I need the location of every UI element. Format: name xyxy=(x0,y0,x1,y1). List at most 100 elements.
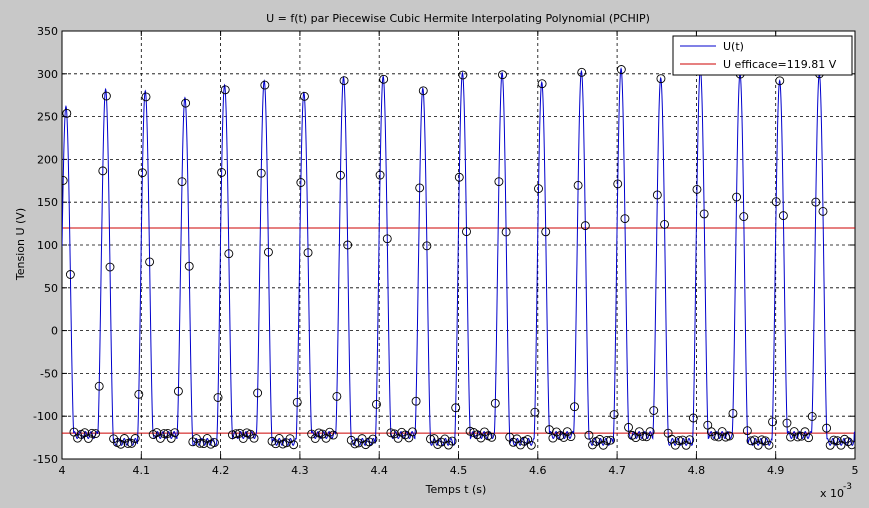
sample-marker xyxy=(782,418,792,428)
sample-marker xyxy=(426,434,435,444)
sample-marker xyxy=(303,248,313,258)
sample-marker xyxy=(101,91,111,101)
sample-marker xyxy=(62,108,72,118)
sample-marker xyxy=(606,435,615,445)
y-tick-label: 150 xyxy=(37,196,58,209)
sample-marker xyxy=(181,98,191,108)
x-tick-label: 4.2 xyxy=(212,464,230,477)
y-tick-label: 0 xyxy=(51,325,58,338)
sample-marker xyxy=(415,183,425,193)
x-tick-label: 4.7 xyxy=(608,464,626,477)
legend-box xyxy=(672,35,853,76)
legend-label-signal: U(t) xyxy=(723,40,744,53)
sample-marker xyxy=(688,413,698,423)
sample-marker xyxy=(278,439,288,449)
sample-marker xyxy=(487,432,497,442)
sample-marker xyxy=(87,428,97,438)
sample-marker xyxy=(386,428,396,438)
sample-marker xyxy=(253,388,263,398)
sample-marker xyxy=(638,431,648,441)
sample-marker xyxy=(534,184,543,194)
sample-marker xyxy=(570,402,579,412)
sample-marker xyxy=(217,167,227,177)
sample-marker xyxy=(728,408,738,418)
sample-marker xyxy=(818,206,828,216)
sample-marker xyxy=(170,428,180,438)
sample-marker xyxy=(498,70,507,80)
sample-marker xyxy=(418,86,428,96)
y-tick-label: 250 xyxy=(37,111,58,124)
chart-title: U = f(t) par Piecewise Cubic Hermite Int… xyxy=(266,12,650,25)
x-multiplier-label: x 10 xyxy=(820,487,844,500)
sample-marker xyxy=(526,440,536,450)
sample-marker xyxy=(195,438,205,448)
y-tick-label: 100 xyxy=(37,239,58,252)
sample-marker xyxy=(656,74,666,84)
sample-marker xyxy=(584,430,594,440)
sample-marker xyxy=(530,407,540,417)
sample-marker xyxy=(145,257,155,267)
sample-marker xyxy=(649,406,659,415)
sample-marker xyxy=(137,168,147,178)
sample-marker xyxy=(771,197,781,207)
sample-marker xyxy=(213,393,223,402)
sample-marker xyxy=(339,76,349,86)
signal-line xyxy=(62,67,855,446)
x-tick-label: 4.8 xyxy=(688,464,706,477)
sample-marker xyxy=(249,433,259,443)
sample-marker xyxy=(807,412,817,421)
sample-marker xyxy=(724,431,734,441)
sample-marker xyxy=(141,92,151,102)
sample-marker xyxy=(616,65,626,74)
sample-marker xyxy=(732,192,742,202)
sample-marker xyxy=(462,227,471,237)
sample-marker xyxy=(620,214,630,224)
sample-marker xyxy=(757,435,767,445)
sample-marker xyxy=(379,74,389,84)
sample-marker xyxy=(224,249,234,259)
y-tick-label: -50 xyxy=(40,367,58,380)
sample-markers xyxy=(62,65,855,450)
sample-marker xyxy=(685,435,695,445)
sample-marker xyxy=(62,176,68,185)
sample-marker xyxy=(94,381,104,391)
sample-marker xyxy=(811,197,821,207)
sample-marker xyxy=(98,166,108,176)
sample-marker xyxy=(343,240,353,250)
sample-marker xyxy=(829,435,839,445)
sample-marker xyxy=(130,434,140,443)
sample-marker xyxy=(328,430,338,440)
sample-marker xyxy=(173,386,183,396)
legend-label-rms: U efficace=119.81 V xyxy=(723,58,837,71)
sample-marker xyxy=(764,440,774,450)
sample-marker xyxy=(778,211,788,221)
x-tick-label: 4.5 xyxy=(450,464,468,477)
sample-marker xyxy=(573,180,583,190)
sample-marker xyxy=(209,438,219,448)
sample-marker xyxy=(300,91,309,101)
sample-marker xyxy=(742,426,752,436)
sample-marker xyxy=(652,190,662,200)
sample-marker xyxy=(804,433,814,443)
sample-marker xyxy=(231,429,241,439)
sample-marker xyxy=(336,170,345,180)
plot-content xyxy=(62,65,855,450)
sample-marker xyxy=(537,79,547,89)
sample-marker xyxy=(408,427,417,437)
sample-marker xyxy=(220,85,230,95)
sample-marker xyxy=(289,440,299,450)
sample-marker xyxy=(793,432,803,442)
sample-marker xyxy=(721,432,731,442)
sample-marker xyxy=(368,434,378,444)
sample-marker xyxy=(105,262,115,272)
y-axis-label: Tension U (V) xyxy=(14,208,27,281)
sample-marker xyxy=(501,227,511,237)
sample-marker xyxy=(739,212,749,222)
sample-marker xyxy=(822,423,832,433)
sample-marker xyxy=(710,431,720,441)
x-multiplier-exponent: -3 xyxy=(843,482,852,492)
sample-marker xyxy=(541,227,551,237)
y-tick-label: 350 xyxy=(37,25,58,38)
sample-marker xyxy=(602,435,612,445)
